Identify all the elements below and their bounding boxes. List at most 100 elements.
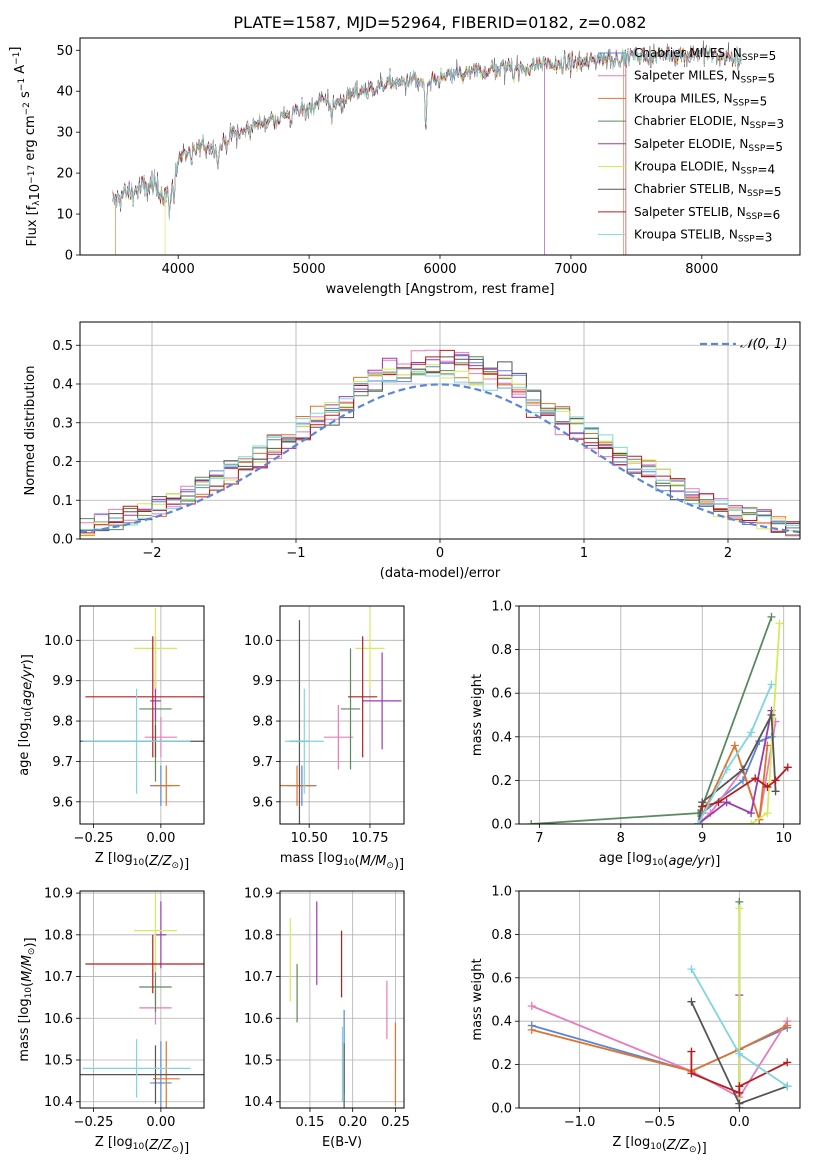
y-tick-label: 10.0 <box>244 634 273 649</box>
x-axis-label: mass [log10(M/M⊙)] <box>280 851 404 872</box>
label-part: )] <box>710 854 720 869</box>
label-part: =3 <box>766 117 784 131</box>
x-tick-label: 6000 <box>423 262 456 277</box>
axes-frame <box>279 605 405 825</box>
label-part: 10 <box>650 1142 662 1152</box>
x-tick-label: 10.75 <box>351 831 388 846</box>
label-part: ⊙ <box>171 861 179 871</box>
weight-marker <box>775 619 784 628</box>
x-tick-label: 0.00 <box>146 831 175 846</box>
label-part: 10 <box>24 987 34 999</box>
histogram-series-8 <box>80 368 800 531</box>
label-part: =5 <box>750 94 768 108</box>
label-part: Kroupa MILES, N <box>634 91 733 105</box>
y-tick-label: 9.8 <box>252 715 273 730</box>
label-part: =3 <box>755 231 773 245</box>
legend-entry: Salpeter STELIB, NSSP=6 <box>634 205 780 222</box>
y-tick-label: 9.7 <box>52 755 73 770</box>
axes-frame <box>279 890 405 1109</box>
legend-entry: Chabrier MILES, NSSP=5 <box>634 46 776 63</box>
label-part: Kroupa ELODIE, N <box>634 160 741 174</box>
weight-marker <box>730 741 739 750</box>
weight-marker <box>722 798 731 807</box>
label-part: ⊙ <box>386 861 394 871</box>
label-part: ] <box>8 47 23 52</box>
x-tick-label: −1 <box>286 546 305 561</box>
weight-marker <box>763 809 772 818</box>
label-part: =4 <box>757 163 775 177</box>
weight-marker <box>767 680 776 689</box>
y-axis-label: Normed distribution <box>23 366 38 496</box>
y-tick-label: 10.5 <box>44 1054 73 1069</box>
label-part: erg cm <box>23 115 38 164</box>
label-part: ( <box>144 1138 149 1153</box>
weight-marker <box>735 904 744 913</box>
y-axis-label: mass [log10(M/M⊙)] <box>17 937 38 1061</box>
y-axis-label: mass weight <box>470 958 485 1040</box>
weight-marker <box>527 820 536 824</box>
y-tick-label: 1.0 <box>491 885 512 900</box>
axes-frame <box>79 890 205 1109</box>
y-axis-label: Flux [fλ10−17 erg cm−2 s−1 A−1] <box>8 47 43 247</box>
weight-marker <box>687 965 696 974</box>
label-part: M/M <box>360 854 387 869</box>
weight-marker <box>687 997 696 1006</box>
y-tick-label: 0.1 <box>52 494 73 509</box>
label-part: =5 <box>757 72 775 86</box>
weight-marker <box>747 728 756 737</box>
y-tick-label: 10.6 <box>244 1012 273 1027</box>
x-tick-label: 0.15 <box>295 1115 324 1130</box>
label-part: ( <box>20 982 35 987</box>
label-part: mass [log <box>280 851 343 866</box>
x-tick-label: 0 <box>436 546 444 561</box>
weight-line-4 <box>697 710 773 824</box>
y-axis-label: age [log10(age/yr)] <box>17 654 35 776</box>
x-axis-label: Z [log10(Z/Z⊙)] <box>95 1135 189 1156</box>
weight-marker <box>714 798 723 807</box>
weight_vs_z-panel: −1.0 −0.5 0.0 0.0 0.2 0.4 0.6 0.8 1.0 mass weight… <box>470 885 801 1156</box>
weight_vs_age-panel: 7 8 9 10 0.0 0.2 0.4 0.6 0.8 1.0 mass weight age [l… <box>470 600 801 869</box>
label-part: )] <box>394 857 404 872</box>
legend-entry: Kroupa ELODIE, NSSP=4 <box>634 160 775 177</box>
label-part: Salpeter STELIB, N <box>634 205 746 219</box>
label-part: Kroupa STELIB, N <box>634 228 738 242</box>
x-axis-label: E(B-V) <box>322 1135 362 1150</box>
label-part: Salpeter ELODIE, N <box>634 137 748 151</box>
label-part: SSP <box>746 212 763 222</box>
mass_vs_ebv-panel: 0.15 0.20 0.25 10.4 10.5 10.6 10.7 10.8 10.9 E(B-… <box>244 887 410 1150</box>
weight-marker <box>763 782 772 791</box>
y-tick-label: 0.0 <box>491 1102 512 1117</box>
legend-entry: Kroupa STELIB, NSSP=3 <box>634 228 772 245</box>
label-part: mass [log <box>17 998 32 1061</box>
label-part: )] <box>697 1141 707 1156</box>
weight-marker <box>738 765 747 774</box>
weight-marker <box>767 612 776 621</box>
y-tick-label: 10.0 <box>44 634 73 649</box>
y-tick-label: 9.7 <box>252 755 273 770</box>
label-part: ( <box>20 706 35 711</box>
weight-marker <box>747 809 756 818</box>
label-part: Z [log <box>95 851 133 866</box>
y-tick-label: 10.9 <box>244 887 273 902</box>
label-part: SSP <box>748 144 765 154</box>
weight-marker <box>722 765 731 774</box>
label-part: =5 <box>764 185 782 199</box>
y-tick-label: 20 <box>56 167 73 182</box>
x-tick-label: 5000 <box>293 262 326 277</box>
legend-entry: Salpeter ELODIE, NSSP=5 <box>634 137 783 154</box>
label-part: λ <box>32 200 42 206</box>
x-tick-label: 7000 <box>554 262 587 277</box>
label-part: )] <box>23 937 38 947</box>
label-part: ⊙ <box>171 1145 179 1155</box>
weight-line-8 <box>697 684 773 824</box>
x-tick-label: 4000 <box>162 262 195 277</box>
y-tick-label: 10.8 <box>244 928 273 943</box>
weight-marker <box>783 763 792 772</box>
weight-marker <box>783 1021 792 1030</box>
label-part: age/yr <box>20 663 35 706</box>
x-tick-label: 0.25 <box>381 1115 410 1130</box>
label-part: SSP <box>750 121 767 131</box>
y-tick-label: 10 <box>56 208 73 223</box>
y-tick-label: 0.2 <box>52 455 73 470</box>
y-tick-label: 10.7 <box>44 970 73 985</box>
